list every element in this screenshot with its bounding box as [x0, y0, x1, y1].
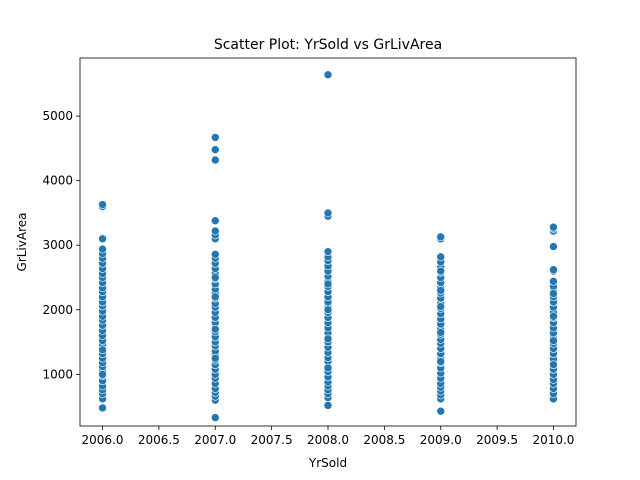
data-point	[436, 406, 446, 416]
data-point	[98, 234, 107, 244]
data-point	[549, 222, 558, 232]
data-point	[323, 279, 333, 289]
data-point	[210, 249, 220, 259]
data-point	[98, 370, 107, 379]
data-point	[210, 226, 220, 236]
data-point	[323, 247, 333, 256]
y-tick-label: 2000	[42, 303, 73, 317]
x-axis-label: YrSold	[308, 456, 347, 470]
data-point	[436, 357, 446, 366]
data-point	[436, 328, 446, 337]
data-point	[210, 273, 220, 282]
data-point	[210, 353, 220, 363]
y-tick-label: 4000	[42, 174, 73, 188]
x-tick-label: 2006.0	[82, 433, 124, 447]
data-point	[549, 265, 558, 275]
y-tick-label: 5000	[42, 109, 73, 123]
x-axis-ticks: 2006.0 2006.5 2007.0 2007.5 2008.0 2008.5 2009…	[82, 426, 574, 447]
data-point	[210, 413, 220, 422]
data-point	[210, 216, 220, 225]
x-tick-label: 2009.5	[476, 433, 518, 447]
x-tick-label: 2008.0	[307, 433, 349, 447]
data-point	[436, 266, 446, 276]
data-point	[436, 286, 446, 295]
data-points	[98, 70, 558, 422]
data-point	[98, 403, 107, 413]
data-point	[323, 401, 333, 410]
data-point	[323, 334, 333, 344]
data-point	[210, 145, 220, 154]
data-point	[549, 311, 558, 321]
x-tick-label: 2009.0	[420, 433, 462, 447]
data-point	[210, 324, 220, 334]
data-point	[323, 208, 333, 218]
y-axis-ticks: 1000 2000 3000 4000 5000	[42, 109, 80, 381]
x-tick-label: 2010.0	[532, 433, 574, 447]
data-point	[210, 133, 220, 142]
data-point	[436, 302, 446, 311]
data-point	[549, 336, 558, 346]
data-point	[98, 244, 107, 254]
chart-title: Scatter Plot: YrSold vs GrLivArea	[214, 37, 442, 53]
data-point	[323, 363, 333, 373]
data-point	[549, 242, 558, 251]
data-point	[436, 252, 446, 262]
data-point	[210, 155, 220, 165]
y-tick-label: 1000	[42, 367, 73, 381]
x-tick-label: 2008.5	[363, 433, 405, 447]
data-point	[323, 305, 333, 315]
x-tick-label: 2007.0	[194, 433, 236, 447]
x-tick-label: 2006.5	[138, 433, 180, 447]
data-point	[210, 292, 220, 302]
y-tick-label: 3000	[42, 238, 73, 252]
data-point	[549, 360, 558, 369]
data-point	[98, 200, 107, 209]
data-point	[98, 345, 107, 355]
y-axis-label: GrLivArea	[15, 213, 29, 272]
data-point	[549, 289, 558, 298]
x-tick-label: 2007.5	[251, 433, 293, 447]
data-point	[549, 277, 558, 286]
data-point	[323, 70, 333, 80]
data-point	[436, 232, 446, 242]
